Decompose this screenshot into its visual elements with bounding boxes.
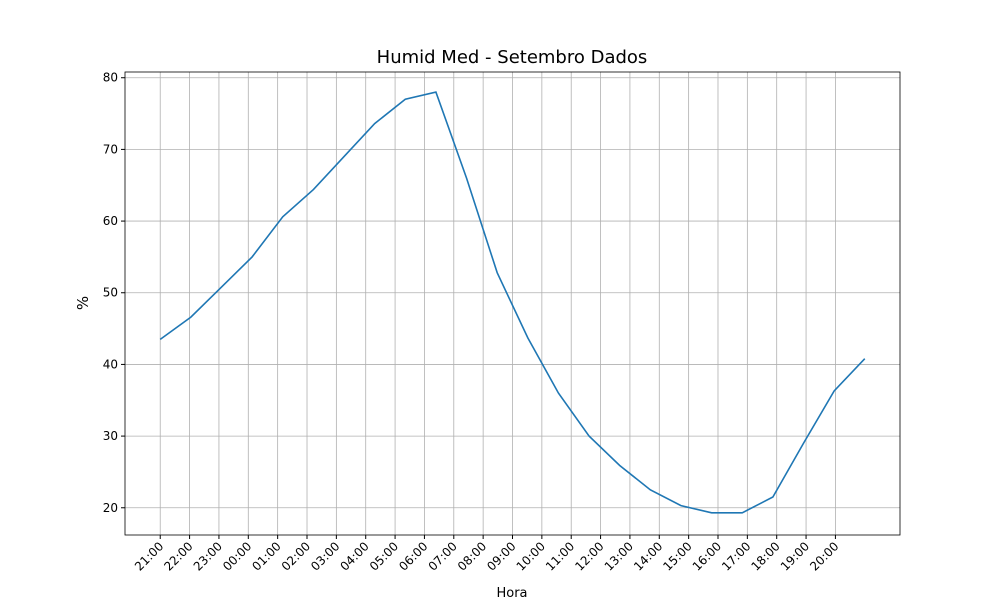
y-axis-label: % (74, 296, 92, 310)
plot-frame (124, 71, 901, 536)
y-tick-label: 30 (103, 429, 118, 443)
y-tick-label: 70 (103, 142, 118, 156)
y-tick-label: 60 (103, 214, 118, 228)
y-tick-label: 50 (103, 286, 118, 300)
x-axis-label: Hora (496, 586, 527, 600)
y-tick-label: 40 (103, 357, 118, 371)
data-line (159, 91, 866, 514)
y-tick-label: 20 (103, 501, 118, 515)
y-tick-label: 80 (103, 71, 118, 85)
chart-title: Humid Med - Setembro Dados (377, 47, 648, 68)
